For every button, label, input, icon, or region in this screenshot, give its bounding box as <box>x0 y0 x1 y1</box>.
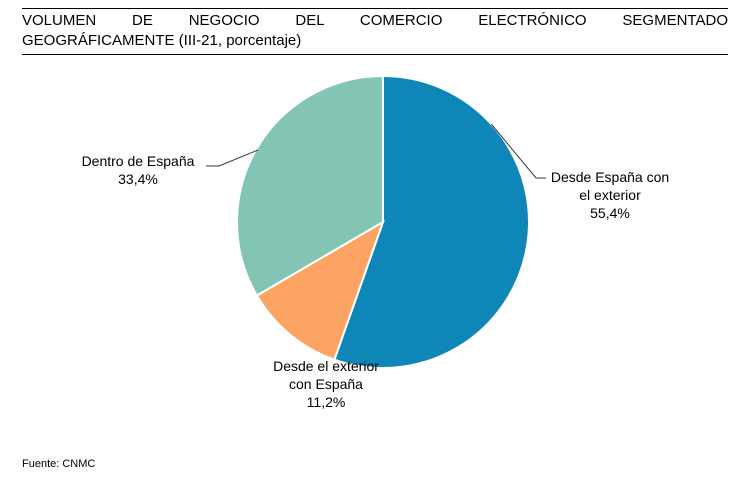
slice-category-label-dentro-espana: Dentro de España <box>82 153 195 169</box>
leader-line-desde-espana-exterior <box>490 123 546 179</box>
title-line-1: VOLUMEN DE NEGOCIO DEL COMERCIO ELECTRÓN… <box>22 12 728 29</box>
slice-value-label-desde-exterior-espana: 11,2% <box>307 394 346 410</box>
source-note: Fuente: CNMC <box>22 458 96 470</box>
slice-category-label-desde-exterior-espana: Desde el exterior <box>273 358 379 374</box>
slice-value-label-desde-espana-exterior: 55,4% <box>590 205 630 221</box>
slice-value-label-dentro-espana: 33,4% <box>118 171 158 187</box>
title-line-2: GEOGRÁFICAMENTE (III-21, porcentaje) <box>22 32 302 49</box>
leader-line-dentro-espana <box>206 149 259 167</box>
pie-slice-desde-exterior-espana <box>255 219 385 361</box>
slice-category-label-desde-espana-exterior: Desde España con <box>551 169 669 185</box>
slice-category-label-desde-exterior-espana: con España <box>289 376 363 392</box>
slice-category-label-desde-espana-exterior: el exterior <box>579 187 641 203</box>
pie-slice-dentro-espana <box>236 74 384 297</box>
chart-title: VOLUMEN DE NEGOCIO DEL COMERCIO ELECTRÓN… <box>22 8 728 55</box>
